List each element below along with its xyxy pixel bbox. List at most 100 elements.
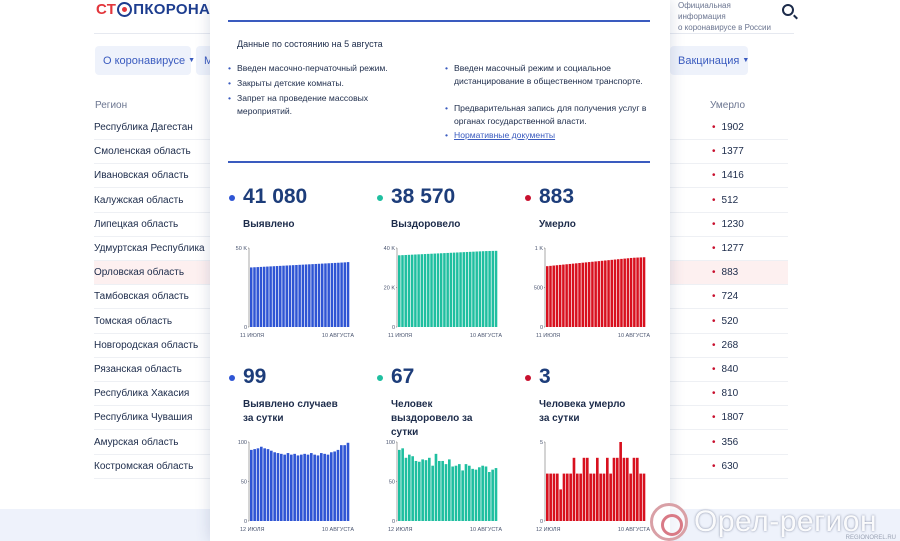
watermark-text: Орел-регион	[694, 505, 878, 538]
chart-bar	[280, 453, 283, 521]
stat-dot-icon	[229, 195, 235, 201]
region-name: Рязанская область	[94, 364, 182, 375]
chart-bar	[337, 262, 340, 327]
y-tick-label: 0	[244, 325, 247, 331]
region-name: Ивановская область	[94, 170, 189, 182]
stat-label: Выявлено	[243, 219, 295, 230]
chart-bar	[291, 265, 295, 327]
nav-vaccination[interactable]: Вакцинация ▼	[670, 46, 749, 75]
chart-bar	[250, 267, 253, 327]
chart-bar	[565, 264, 568, 327]
chart-bar	[475, 251, 478, 327]
chart-bar	[269, 266, 272, 327]
chevron-down-icon: ▼	[188, 57, 196, 64]
nav-about-coronavirus[interactable]: О коронавирусе ▼	[95, 46, 195, 75]
region-dead-count: 810	[712, 388, 739, 399]
chart-bar	[434, 453, 438, 521]
chart-bar	[572, 457, 576, 521]
x-tick-label-end: 10 АВГУСТА	[470, 527, 502, 533]
x-tick-label-start: 12 ИЮЛЯ	[388, 527, 413, 533]
chart-bar	[594, 261, 597, 327]
x-tick-label-end: 10 АВГУСТА	[618, 527, 650, 533]
chart-bar	[411, 456, 414, 521]
chart-bar	[596, 457, 599, 521]
measure-item: Закрыты детские комнаты.	[228, 77, 417, 90]
logo-text-left: СТ	[96, 0, 117, 18]
region-name: Смоленская область	[94, 146, 191, 158]
chart-bar	[552, 473, 556, 521]
watermark-url: REGIONOREL.RU	[845, 535, 896, 541]
y-tick-label: 100	[386, 440, 395, 446]
chart-bar	[290, 454, 293, 521]
stat-value: 67	[391, 365, 415, 388]
chart-bar	[418, 461, 421, 521]
stat-label: Выявлено случаев за сутки	[243, 399, 338, 424]
chart-bar	[438, 460, 441, 521]
stat-dot-icon	[377, 375, 383, 381]
chart-bar	[471, 468, 474, 521]
region-dead-count: 724	[712, 291, 739, 302]
region-name: Липецкая область	[94, 218, 179, 230]
region-name: Амурская область	[94, 436, 179, 448]
measure-item: Введен масочный режим и социальное диста…	[445, 62, 650, 88]
region-dead-count: 356	[712, 437, 739, 448]
chart-bar	[452, 252, 456, 327]
chart-bar	[576, 473, 579, 521]
chart-bar	[582, 457, 586, 521]
chart-bar	[636, 457, 639, 521]
chart-bar	[639, 473, 642, 521]
chart-bar	[626, 457, 629, 521]
chart-bar	[449, 252, 453, 327]
chart-bar	[423, 254, 427, 327]
chart-bar	[626, 258, 630, 327]
chart-bar	[555, 265, 559, 327]
chart-bar	[581, 262, 585, 327]
chart-bar	[428, 457, 431, 521]
chart-bar	[401, 255, 404, 327]
chart-bar	[619, 442, 622, 521]
chart-bar	[273, 452, 276, 521]
chart-bar	[256, 267, 259, 327]
region-dead-count: 1416	[712, 170, 744, 181]
y-tick-label: 50	[389, 480, 395, 486]
site-logo[interactable]: СТ ПКОРОНАВИ	[96, 0, 232, 18]
chart-bar	[304, 264, 308, 327]
region-name: Калужская область	[94, 194, 184, 206]
chart-bar	[323, 453, 326, 521]
chart-bar	[408, 454, 411, 521]
y-tick-label: 50	[241, 480, 247, 486]
chart-bar	[272, 266, 276, 327]
chart-svg: 0 5 12 ИЮЛЯ 10 АВГУСТА	[536, 440, 650, 533]
stat-dot-icon	[229, 375, 235, 381]
mini-bar-chart: 0 5 12 ИЮЛЯ 10 АВГУСТА	[536, 440, 658, 535]
chart-bar	[398, 255, 401, 327]
stat-label: Умерло	[539, 219, 576, 230]
chart-bar	[346, 262, 350, 327]
y-tick-label: 0	[244, 519, 247, 525]
stat-label: Человек выздоровело за сутки	[391, 399, 473, 438]
region-dead-count: 883	[712, 267, 739, 278]
stat-dot-icon	[377, 195, 383, 201]
chart-bar	[308, 264, 311, 327]
official-line-2: о коронавирусе в России	[678, 23, 771, 32]
chart-bar	[296, 455, 300, 521]
chart-svg: 0 20 K 40 K 11 ИЮЛЯ 10 АВГУСТА	[384, 246, 503, 339]
chart-bar	[559, 489, 562, 521]
chart-bar	[488, 472, 491, 521]
mini-bar-chart: 0 50 100 12 ИЮЛЯ 10 АВГУСТА	[238, 440, 362, 535]
chart-bar	[462, 252, 466, 327]
chart-bar	[250, 449, 253, 521]
region-dead-count: 1807	[712, 412, 744, 423]
chart-bar	[468, 251, 472, 327]
chart-bar	[558, 264, 562, 327]
regulatory-documents-link[interactable]: Нормативные документы	[445, 129, 650, 142]
chart-bar	[456, 252, 459, 327]
chart-bar	[417, 254, 420, 327]
stat-value: 38 570	[391, 185, 456, 208]
chart-bar	[424, 460, 428, 521]
chart-bar	[458, 464, 461, 521]
chart-bar	[317, 263, 321, 327]
search-icon[interactable]	[782, 4, 794, 16]
region-name: Удмуртская Республика	[94, 243, 205, 254]
chart-bar	[333, 451, 336, 521]
